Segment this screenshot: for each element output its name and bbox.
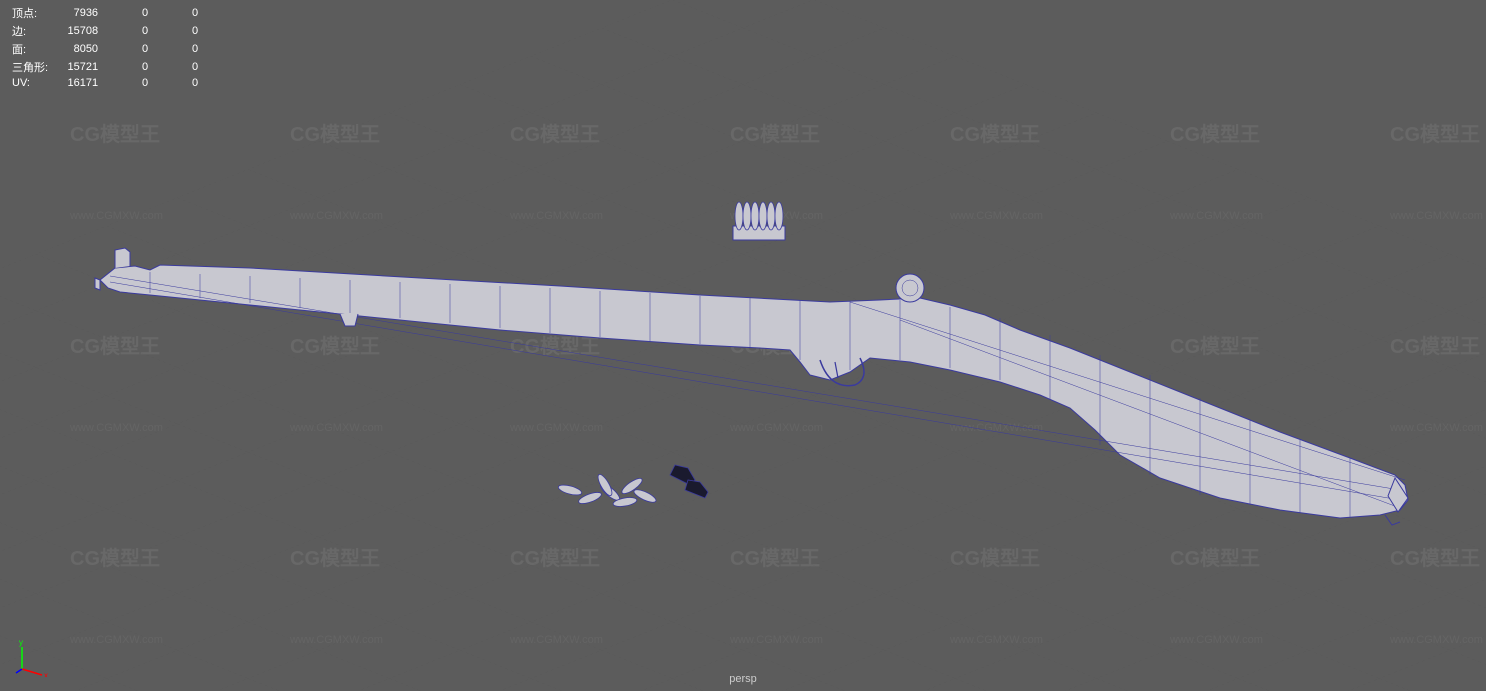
watermark-url: www.CGMXW.com [1390, 634, 1483, 646]
watermark-logo: CG模型王 [510, 542, 600, 571]
stats-cell: 0 [106, 76, 156, 90]
stats-cell: 0 [106, 4, 156, 22]
watermark-logo: CG模型王 [730, 118, 820, 147]
watermark-url: www.CGMXW.com [70, 634, 163, 646]
watermark-url: www.CGMXW.com [1170, 422, 1263, 434]
watermark-logo: CG模型王 [950, 542, 1040, 571]
stats-cell: 三角形: [4, 58, 56, 76]
stats-cell: 边: [4, 22, 56, 40]
watermark-logo: CG模型王 [1170, 542, 1260, 571]
watermark-url: www.CGMXW.com [950, 210, 1043, 222]
stats-row: 边:1570800 [4, 22, 206, 40]
watermark-url: www.CGMXW.com [290, 210, 383, 222]
stats-cell: 0 [156, 76, 206, 90]
watermark-logo: CG模型王 [510, 330, 600, 359]
watermark-logo: CG模型王 [70, 542, 160, 571]
watermark-url: www.CGMXW.com [290, 422, 383, 434]
camera-label: persp [729, 673, 757, 685]
stats-cell: 0 [156, 22, 206, 40]
stats-cell: 0 [106, 58, 156, 76]
watermark-url: www.CGMXW.com [1170, 210, 1263, 222]
stats-cell: 15708 [56, 22, 106, 40]
watermark-logo: CG模型王 [70, 330, 160, 359]
stats-cell: 7936 [56, 4, 106, 22]
watermark-url: www.CGMXW.com [730, 210, 823, 222]
svg-text:y: y [19, 638, 23, 647]
watermark-logo: CG模型王 [1170, 118, 1260, 147]
stats-cell: 面: [4, 40, 56, 58]
watermark-logo: CG模型王 [950, 330, 1040, 359]
watermark-logo: CG模型王 [290, 118, 380, 147]
stats-cell: 8050 [56, 40, 106, 58]
stats-cell: 0 [106, 22, 156, 40]
stats-cell: UV: [4, 76, 56, 90]
watermark-logo: CG模型王 [730, 542, 820, 571]
stats-row: 三角形:1572100 [4, 58, 206, 76]
watermark-url: www.CGMXW.com [950, 634, 1043, 646]
watermark-url: www.CGMXW.com [1170, 634, 1263, 646]
watermark-logo: CG模型王 [1170, 330, 1260, 359]
axis-gizmo: x y z [14, 637, 54, 677]
poly-stats-hud: 顶点:793600边:1570800面:805000三角形:1572100UV:… [4, 4, 206, 90]
stats-cell: 15721 [56, 58, 106, 76]
watermark-logo: CG模型王 [290, 330, 380, 359]
watermark-url: www.CGMXW.com [730, 422, 823, 434]
model-wireframe [0, 0, 1486, 691]
watermark-logo: CG模型王 [290, 542, 380, 571]
watermark-logo: CG模型王 [1390, 118, 1480, 147]
grid-overlay [0, 0, 1486, 691]
watermark-url: www.CGMXW.com [290, 634, 383, 646]
viewport-3d[interactable]: CG模型王 CG模型王 CG模型王 CG模型王 CG模型王 CG模型王 CG模型王 CG模型王… [0, 0, 1486, 691]
watermark-logo: CG模型王 [1390, 542, 1480, 571]
watermark-logo: CG模型王 [950, 118, 1040, 147]
watermark-url: www.CGMXW.com [1390, 210, 1483, 222]
watermark-logo: CG模型王 [510, 118, 600, 147]
watermark-url: www.CGMXW.com [1390, 422, 1483, 434]
stats-cell: 0 [156, 58, 206, 76]
watermark-logo: CG模型王 [730, 330, 820, 359]
watermark-url: www.CGMXW.com [510, 210, 603, 222]
stats-cell: 0 [156, 4, 206, 22]
watermark-url: www.CGMXW.com [510, 422, 603, 434]
stats-cell: 顶点: [4, 4, 56, 22]
stats-row: 顶点:793600 [4, 4, 206, 22]
svg-text:x: x [44, 671, 48, 677]
watermark-url: www.CGMXW.com [730, 634, 823, 646]
stats-cell: 0 [106, 40, 156, 58]
watermark-url: www.CGMXW.com [70, 422, 163, 434]
stats-cell: 16171 [56, 76, 106, 90]
watermark-logo: CG模型王 [70, 118, 160, 147]
watermark-url: www.CGMXW.com [950, 422, 1043, 434]
stats-cell: 0 [156, 40, 206, 58]
stats-row: 面:805000 [4, 40, 206, 58]
watermark-url: www.CGMXW.com [510, 634, 603, 646]
watermark-url: www.CGMXW.com [70, 210, 163, 222]
stats-row: UV:1617100 [4, 76, 206, 90]
watermark-logo: CG模型王 [1390, 330, 1480, 359]
